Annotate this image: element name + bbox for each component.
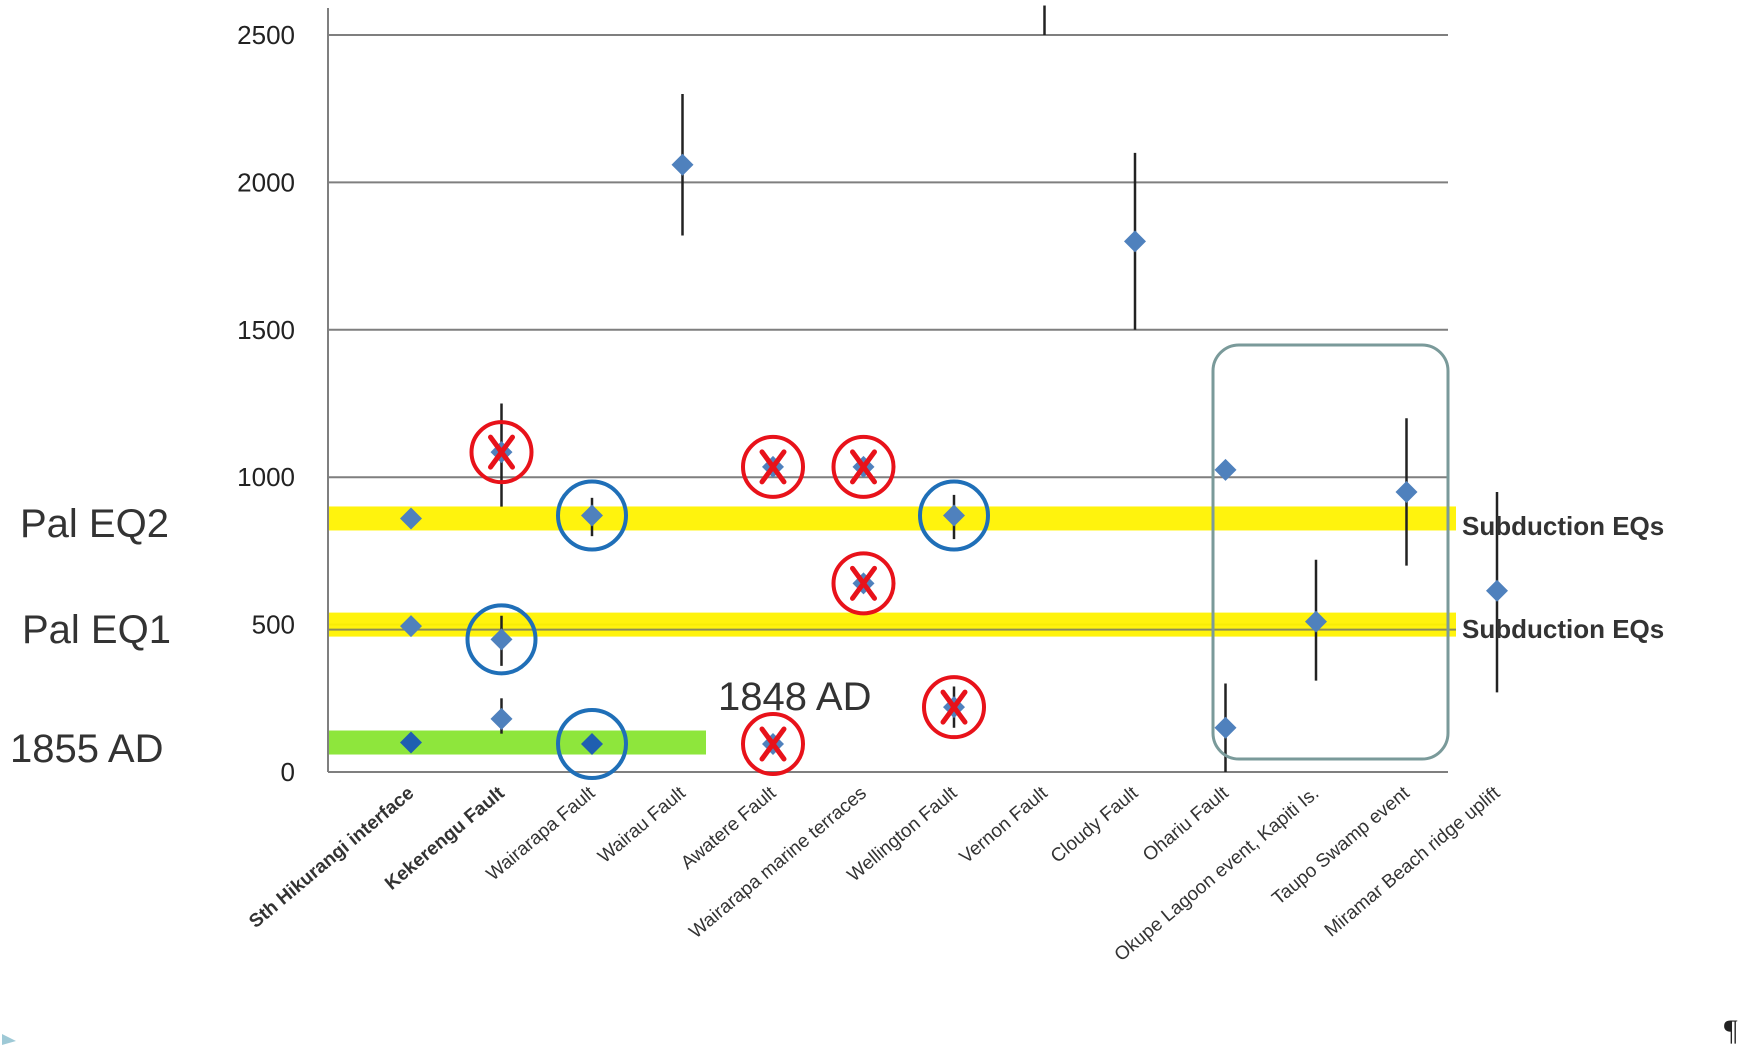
error-bars xyxy=(500,5,1499,772)
x-mark-icon xyxy=(741,711,805,776)
data-point xyxy=(1214,716,1237,739)
data-point xyxy=(400,615,422,638)
x-category-label: Sth Hikurangi interface xyxy=(245,783,418,933)
x-mark-icon xyxy=(831,434,896,499)
pal-eq2-label: Pal EQ2 xyxy=(20,502,169,546)
circle-mark-icon xyxy=(918,479,990,552)
data-points xyxy=(400,153,1508,755)
data-point xyxy=(400,507,422,530)
x-mark-icon xyxy=(469,420,534,485)
y-tick-label: 2000 xyxy=(237,167,295,197)
x-category-label: Wairarapa marine terraces xyxy=(685,783,870,943)
x-mark-stroke xyxy=(759,449,787,485)
x-mark-stroke xyxy=(940,689,968,725)
data-point xyxy=(943,504,965,527)
data-point xyxy=(490,628,513,651)
x-mark-icon xyxy=(831,551,896,616)
x-category-label: Ohariu Fault xyxy=(1139,782,1233,866)
data-point xyxy=(1214,458,1237,481)
kapiti-group-box xyxy=(1211,343,1450,761)
subduction-band xyxy=(328,612,1456,637)
data-point xyxy=(400,731,422,754)
x-mark-stroke xyxy=(850,565,877,601)
ad-1848-label: 1848 AD xyxy=(718,675,871,719)
x-mark-stroke xyxy=(488,434,515,470)
data-point xyxy=(581,732,603,755)
y-tick-label: 1000 xyxy=(237,462,295,492)
x-category-label: Cloudy Fault xyxy=(1047,782,1143,867)
x-mark-icon xyxy=(741,434,805,499)
ad-1855-label: 1855 AD xyxy=(10,727,163,771)
subduction-eqs-label-upper: Subduction EQs xyxy=(1462,511,1664,541)
x-category-label: Wairau Fault xyxy=(594,782,690,867)
data-point xyxy=(1395,480,1418,503)
y-tick-labels: 0 500 1000 1500 2000 2500 xyxy=(237,20,295,787)
pilcrow-mark: ¶ xyxy=(1724,1014,1738,1045)
circle-mark-icon xyxy=(556,479,628,552)
x-category-label: Miramar Beach ridge uplift xyxy=(1321,782,1505,941)
subduction-eqs-label-lower: Subduction EQs xyxy=(1462,614,1664,644)
annotation-marks xyxy=(465,420,990,780)
triangle-icon xyxy=(2,1034,16,1045)
historic-band xyxy=(328,730,706,755)
subduction-band xyxy=(328,506,1456,531)
x-mark-stroke xyxy=(759,726,787,762)
data-point xyxy=(1124,230,1146,253)
data-point xyxy=(490,707,513,730)
circle-mark-icon xyxy=(465,603,538,676)
x-category-label: Vernon Fault xyxy=(956,782,1053,868)
gridlines xyxy=(328,34,1448,626)
data-point xyxy=(671,153,694,176)
data-point xyxy=(1305,610,1327,633)
circle-mark-icon xyxy=(556,707,628,780)
y-tick-label: 0 xyxy=(281,757,295,787)
pal-eq1-label: Pal EQ1 xyxy=(22,608,171,652)
y-tick-label: 500 xyxy=(252,610,295,640)
data-point xyxy=(581,504,603,527)
y-tick-label: 1500 xyxy=(237,315,295,345)
x-mark-stroke xyxy=(850,449,877,485)
data-point xyxy=(1486,579,1508,602)
highlight-bands xyxy=(328,506,1456,755)
y-tick-label: 2500 xyxy=(237,20,295,50)
x-mark-icon xyxy=(922,675,986,740)
axes xyxy=(327,8,1448,773)
